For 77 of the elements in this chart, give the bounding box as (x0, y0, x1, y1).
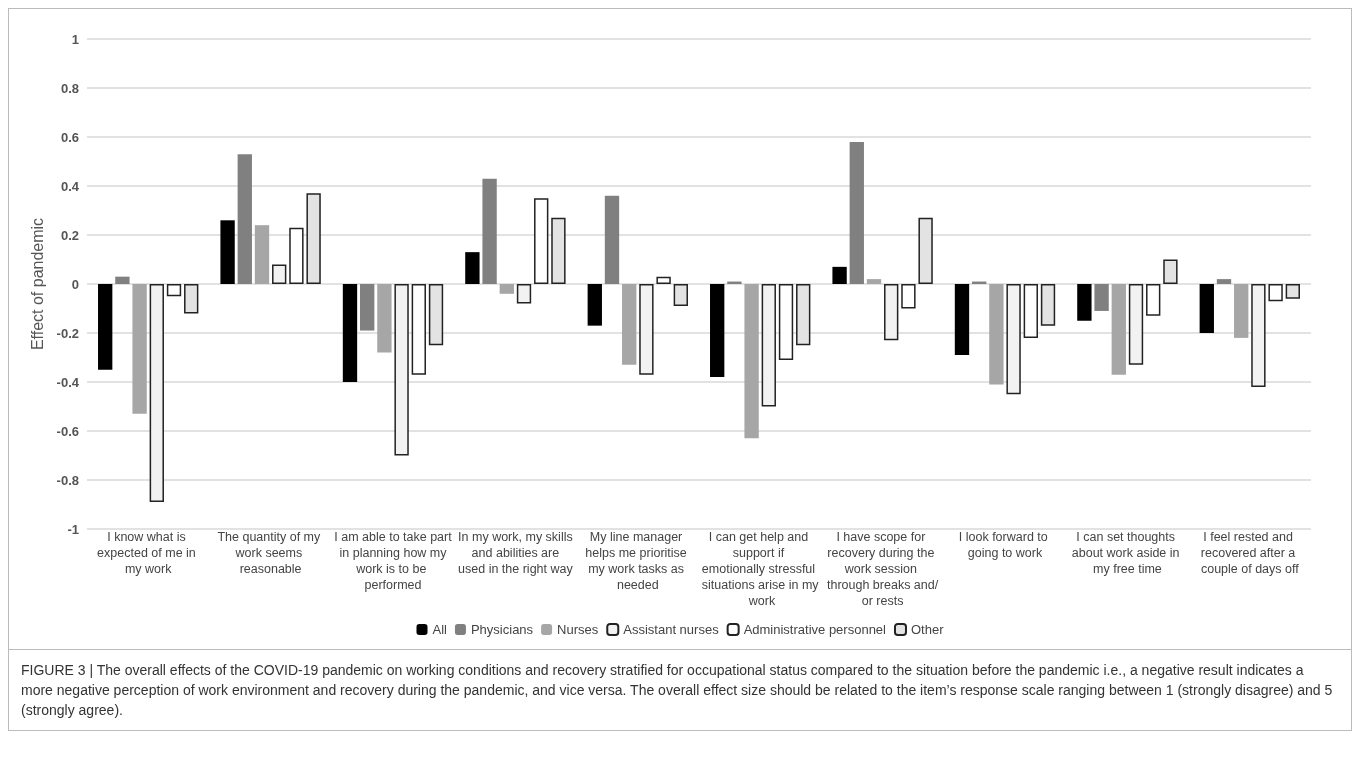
y-tick-label: 0.4 (60, 178, 80, 194)
x-tick-label: I feel rested and recovered after a couple of days off (1200, 530, 1300, 576)
bar (1023, 284, 1038, 338)
bar (132, 284, 147, 414)
bar (622, 284, 637, 365)
bar (761, 284, 776, 407)
legend-label: All (432, 622, 448, 637)
y-tick-label: 1 (71, 31, 79, 47)
y-tick-label: -0.4 (56, 374, 80, 390)
bar (989, 284, 1004, 385)
x-tick-label: I know what is expected of me in my work (97, 530, 200, 576)
y-tick-label: 0.6 (60, 129, 79, 145)
bar (377, 284, 392, 353)
bar (1268, 284, 1283, 302)
x-tick-label: I can get help and support if emotionally stressful situations arise in my work (701, 530, 820, 608)
bar (1111, 284, 1126, 375)
bar (482, 178, 497, 284)
bar (342, 284, 358, 382)
bar (237, 154, 252, 284)
bar (254, 225, 270, 284)
bar (465, 252, 480, 284)
bar (411, 284, 426, 375)
bar (115, 276, 130, 284)
bar (656, 276, 671, 284)
y-tick-label: 0 (71, 276, 79, 292)
x-tick-label: I am able to take part in planning how my work is to be performed (334, 530, 453, 592)
y-tick-label: -0.2 (56, 325, 79, 341)
bar (289, 227, 304, 284)
bar (954, 284, 970, 356)
bar (1251, 284, 1266, 387)
caption: FIGURE 3 | The overall effects of the COVID-19 pandemic on working conditions and recovery stratified for occupational status compared to the situation before the pandemic i.e., a negative result indicates a more negative perception of work environment and recovery during the pandemic, and vice versa. The overall effect size should be related to the item’s response scale ranging between 1 (strongly disagree) and 5 (strongly agree). (21, 661, 1334, 720)
y-axis-title: Effect of pandemic (28, 217, 46, 351)
legend-label: Nurses (557, 622, 599, 637)
x-tick-label: My line manager helps me prioritise my work tasks as needed (585, 530, 691, 592)
bar (1146, 284, 1161, 316)
bar (1094, 284, 1109, 311)
bar (1077, 284, 1092, 321)
x-tick-label: I look forward to going to work (958, 530, 1052, 560)
x-tick-label: The quantity of my work seems reasonable (217, 530, 324, 576)
bar (639, 284, 654, 375)
bar (901, 284, 916, 309)
y-tick-label: 0.2 (60, 227, 79, 243)
bar (360, 284, 375, 331)
bar (778, 284, 794, 360)
legend-label: Administrative personnel (743, 622, 887, 637)
bar (604, 195, 620, 284)
bar (884, 284, 899, 341)
x-tick-label: I can set thoughts about work aside in my free time (1071, 530, 1183, 576)
bar (1006, 284, 1021, 395)
bar (272, 264, 287, 284)
bar (166, 284, 182, 297)
bar (832, 266, 847, 284)
bar (1234, 284, 1249, 338)
x-tick-label: I have scope for recovery during the work session through breaks and/or rests (827, 530, 939, 608)
bar (587, 284, 602, 326)
bar (866, 279, 882, 284)
bar (516, 284, 532, 304)
bar (534, 198, 549, 284)
legend-label: Other (910, 622, 945, 637)
bar (98, 284, 113, 370)
y-tick-label: -0.8 (56, 472, 79, 488)
x-tick-label: In my work, my skills and abilities are used in the right way (458, 530, 574, 576)
bar (1216, 279, 1232, 284)
bar (220, 220, 235, 284)
bar (710, 284, 725, 378)
bar (744, 284, 759, 439)
bar (499, 284, 514, 294)
y-tick-label: 0.8 (60, 80, 79, 96)
y-tick-label: -0.6 (56, 423, 79, 439)
legend-label: Physicians (470, 622, 534, 637)
y-tick-label: -1 (67, 521, 79, 537)
legend-label: Assistant nurses (623, 622, 720, 637)
bar (1199, 284, 1214, 333)
bar (149, 284, 164, 503)
bar (849, 141, 864, 284)
bar (1128, 284, 1144, 365)
bar (394, 284, 409, 456)
